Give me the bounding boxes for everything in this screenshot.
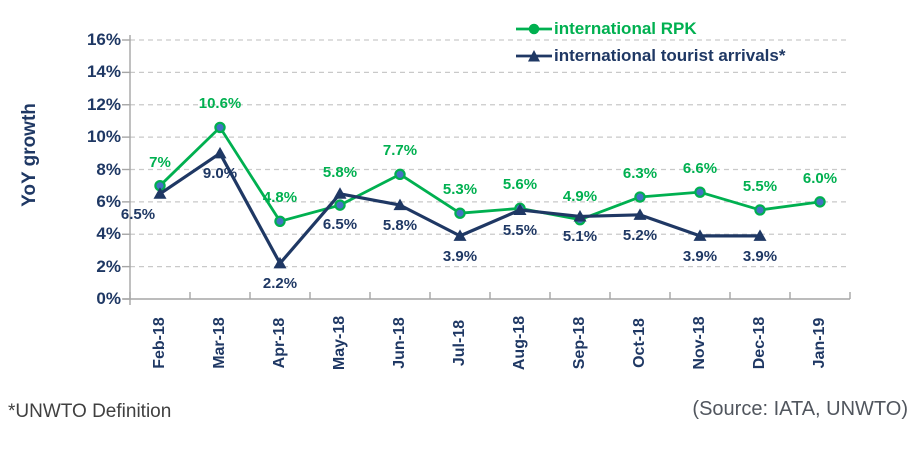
marker-international-tourist-arrivals-mar-18 [213, 146, 227, 159]
data-label-international-tourist-arrivals-aug-18: 5.5% [502, 221, 538, 239]
series-line-international-rpk [159, 126, 821, 223]
data-label-international-rpk-may-18: 5.8% [322, 164, 358, 182]
x-tick-label: Sep-18 [571, 316, 588, 370]
x-tick-label: Oct-18 [631, 318, 648, 368]
data-label-international-tourist-arrivals-sep-18: 5.1% [562, 228, 598, 246]
y-tick-label: 12% [86, 94, 121, 114]
marker-international-rpk-oct-18 [634, 191, 646, 203]
marker-international-tourist-arrivals-feb-18 [153, 187, 167, 199]
marker-international-tourist-arrivals-jul-18 [453, 229, 467, 241]
x-tick-label: Feb-18 [151, 317, 168, 369]
marker-international-tourist-arrivals-jun-18 [393, 198, 407, 211]
data-label-international-rpk-apr-18: 4.8% [262, 189, 298, 207]
data-label-international-rpk-feb-18: 7% [149, 153, 171, 171]
data-label-international-tourist-arrivals-feb-18: 6.5% [120, 205, 156, 223]
data-label-international-tourist-arrivals-may-18: 6.5% [322, 215, 358, 233]
footnote-unwto-definition: *UNWTO Definition [8, 401, 172, 422]
data-label-international-rpk-aug-18: 5.6% [502, 176, 538, 194]
rpk-line-marker-icon [516, 23, 552, 35]
data-label-international-rpk-dec-18: 5.5% [742, 177, 778, 195]
y-tick-label: 14% [86, 62, 121, 82]
marker-international-tourist-arrivals-aug-18 [513, 203, 527, 215]
marker-international-rpk-apr-18 [274, 215, 286, 227]
source-attribution: (Source: IATA, UNWTO) [692, 398, 908, 420]
marker-international-rpk-mar-18 [214, 121, 226, 134]
y-axis-title: YoY growth [19, 103, 40, 207]
data-label-international-tourist-arrivals-jun-18: 5.8% [382, 217, 418, 235]
x-tick-label: Apr-18 [271, 317, 288, 369]
marker-international-rpk-jan-19 [814, 196, 826, 208]
data-label-international-tourist-arrivals-dec-18: 3.9% [742, 247, 778, 265]
marker-international-tourist-arrivals-may-18 [333, 187, 347, 199]
marker-international-tourist-arrivals-nov-18 [693, 229, 707, 241]
y-tick-label: 8% [96, 159, 121, 179]
legend: international RPK international tourist … [516, 17, 785, 68]
data-label-international-rpk-jan-19: 6.0% [802, 169, 838, 187]
y-tick-label: 4% [96, 224, 121, 244]
y-tick-label: 0% [96, 289, 121, 308]
marker-international-rpk-nov-18 [694, 186, 706, 198]
data-label-international-tourist-arrivals-jul-18: 3.9% [442, 247, 478, 265]
marker-international-rpk-may-18 [334, 199, 346, 211]
legend-item-tourist-arrivals: international tourist arrivals* [516, 44, 785, 68]
marker-international-rpk-jul-18 [454, 207, 466, 219]
x-tick-label: Jun-18 [391, 317, 408, 369]
marker-international-tourist-arrivals-oct-18 [633, 208, 647, 220]
data-label-international-tourist-arrivals-oct-18: 5.2% [622, 226, 658, 244]
data-label-international-rpk-nov-18: 6.6% [682, 160, 718, 178]
data-label-international-tourist-arrivals-apr-18: 2.2% [262, 275, 298, 293]
data-label-international-rpk-sep-18: 4.9% [562, 187, 598, 205]
data-label-international-tourist-arrivals-nov-18: 3.9% [682, 247, 718, 265]
x-tick-label: Jan-19 [811, 317, 828, 369]
marker-international-rpk-jun-18 [394, 168, 406, 181]
tourist-arrivals-line-marker-icon [516, 50, 552, 62]
data-label-international-tourist-arrivals-mar-18: 9.0% [202, 165, 238, 183]
x-tick-label: Jul-18 [451, 319, 468, 367]
data-label-international-rpk-mar-18: 10.6% [198, 95, 242, 113]
legend-item-international-rpk: international RPK [516, 17, 785, 41]
y-tick-label: 2% [96, 256, 121, 276]
x-tick-label: Dec-18 [751, 316, 768, 370]
data-label-international-rpk-oct-18: 6.3% [622, 165, 658, 183]
legend-label-international-rpk: international RPK [554, 19, 697, 38]
x-tick-label: Nov-18 [691, 316, 708, 370]
y-tick-label: 10% [86, 127, 121, 147]
data-label-international-rpk-jul-18: 5.3% [442, 181, 478, 199]
legend-label-tourist-arrivals: international tourist arrivals* [554, 46, 786, 65]
marker-international-tourist-arrivals-sep-18 [573, 209, 587, 222]
x-tick-label: May-18 [331, 315, 348, 371]
data-label-international-rpk-jun-18: 7.7% [382, 142, 418, 160]
x-tick-label: Mar-18 [211, 317, 228, 369]
marker-international-rpk-dec-18 [754, 204, 766, 216]
x-tick-label: Aug-18 [511, 315, 528, 371]
marker-international-tourist-arrivals-dec-18 [753, 229, 767, 241]
y-tick-label: 16% [86, 30, 121, 49]
y-tick-label: 6% [96, 191, 121, 211]
marker-international-tourist-arrivals-apr-18 [273, 256, 287, 269]
